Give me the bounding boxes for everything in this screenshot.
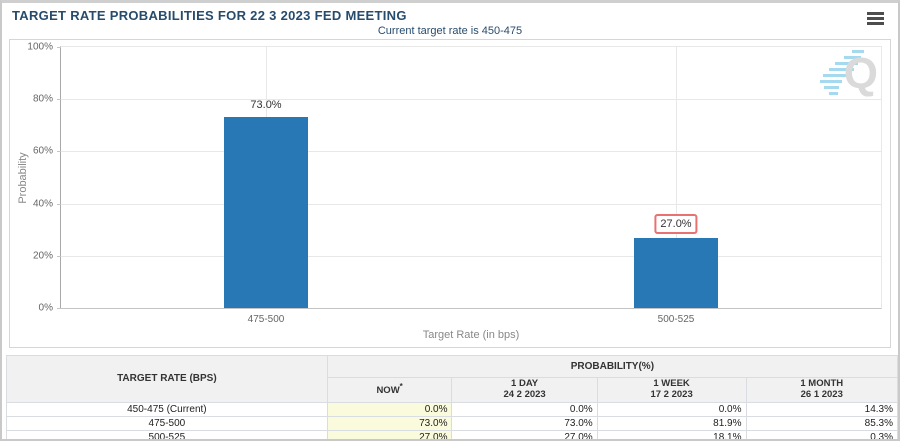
period-date: 26 1 2023: [800, 388, 843, 400]
bar-group-500-525: 27.0%: [634, 47, 718, 308]
watermark-dash: [829, 92, 838, 95]
chart-panel: Q 100% 80% 60% 40% 20% 0% Probability: [9, 39, 891, 348]
menu-bar: [867, 12, 884, 15]
watermark-dash: [852, 50, 864, 53]
now-value: 27.0%: [326, 429, 453, 439]
gridline: [61, 255, 881, 257]
period-label: 1 DAY: [511, 378, 539, 389]
watermark-dash: [835, 62, 858, 65]
rate-cell: 450-475 (Current): [6, 401, 328, 417]
y-tick-mark: [57, 308, 61, 309]
x-axis-title: Target Rate (in bps): [422, 329, 520, 341]
rate-cell: 500-525: [6, 429, 328, 439]
month-value: 14.3%: [745, 401, 898, 417]
period-label: 1 MONTH: [800, 378, 844, 389]
bar-value-text: 27.0%: [660, 217, 692, 230]
group-header-probability: PROBABILITY(%): [326, 355, 898, 378]
watermark-dash: [820, 80, 842, 83]
now-value: 73.0%: [326, 415, 453, 431]
y-tick-mark: [57, 255, 61, 257]
table-row: 475-500 73.0% 73.0% 81.9% 85.3%: [6, 415, 898, 431]
rate-cell: 475-500: [6, 415, 328, 431]
table-row: 500-525 27.0% 27.0% 18.1% 0.3%: [6, 429, 898, 439]
col-header-1-month: 1 MONTH 26 1 2023: [745, 377, 898, 403]
week-value: 18.1%: [596, 429, 747, 439]
menu-bar: [867, 22, 884, 25]
y-tick-label: 40%: [32, 198, 53, 210]
y-tick-label: 60%: [32, 145, 53, 157]
now-label: NOW: [376, 385, 400, 397]
day-value: 73.0%: [451, 415, 598, 431]
period-date: 17 2 2023: [650, 388, 693, 400]
page-title: TARGET RATE PROBABILITIES FOR 22 3 2023 …: [12, 8, 407, 23]
y-axis-title: Probability: [17, 151, 29, 204]
bar-475-500[interactable]: [224, 117, 308, 308]
col-header-target-rate: TARGET RATE (BPS): [6, 355, 328, 403]
y-tick-label: 100%: [27, 41, 53, 53]
menu-bar: [867, 17, 884, 20]
now-asterisk: *: [399, 382, 403, 392]
gridline: [61, 151, 881, 153]
gridline: [676, 47, 677, 308]
q-logo-watermark-icon: Q: [820, 48, 878, 104]
watermark-dash: [824, 86, 839, 89]
col-header-1-week: 1 WEEK 17 2 2023: [596, 377, 747, 403]
y-tick-label: 0%: [38, 302, 53, 314]
day-value: 0.0%: [451, 401, 598, 417]
bar-value-label: 73.0%: [250, 99, 281, 111]
hamburger-menu-icon[interactable]: [867, 12, 884, 27]
watermark-q-letter: Q: [843, 49, 878, 98]
watermark-dash: [844, 56, 861, 59]
bar-group-475-500: 73.0%: [224, 47, 308, 308]
highlighted-value-box: 27.0%: [654, 213, 698, 234]
y-tick-mark: [57, 99, 61, 101]
x-tick-label: 500-525: [657, 314, 695, 325]
plot-area: 100% 80% 60% 40% 20% 0% Probability 73.0…: [17, 42, 882, 341]
month-value: 85.3%: [745, 415, 898, 431]
y-tick-label: 80%: [32, 93, 53, 105]
bar-value-text: 73.0%: [250, 99, 282, 112]
day-value: 27.0%: [451, 429, 598, 439]
col-header-1-day: 1 DAY 24 2 2023: [451, 377, 598, 403]
period-label: 1 WEEK: [653, 378, 690, 389]
watermark-dash: [823, 74, 849, 77]
y-tick-label: 20%: [32, 250, 53, 262]
y-tick-mark: [57, 47, 61, 48]
week-value: 0.0%: [596, 401, 747, 417]
week-value: 81.9%: [596, 415, 747, 431]
bar-value-label: 27.0%: [654, 213, 698, 234]
period-date: 24 2 2023: [503, 388, 546, 400]
x-tick-label: 475-500: [247, 314, 285, 325]
watermark-dash: [829, 68, 854, 71]
chart-subtitle: Current target rate is 450-475: [377, 25, 523, 37]
col-header-now: NOW*: [326, 377, 453, 403]
month-value: 0.3%: [745, 429, 898, 439]
now-value: 0.0%: [326, 401, 453, 417]
gridline: [61, 203, 881, 205]
y-tick-mark: [57, 151, 61, 153]
table-row: 450-475 (Current) 0.0% 0.0% 0.0% 14.3%: [6, 401, 898, 417]
probability-table: TARGET RATE (BPS) PROBABILITY(%) NOW* 1 …: [6, 355, 898, 439]
gridline: [61, 99, 881, 101]
bar-500-525[interactable]: [634, 237, 718, 308]
y-tick-mark: [57, 203, 61, 205]
